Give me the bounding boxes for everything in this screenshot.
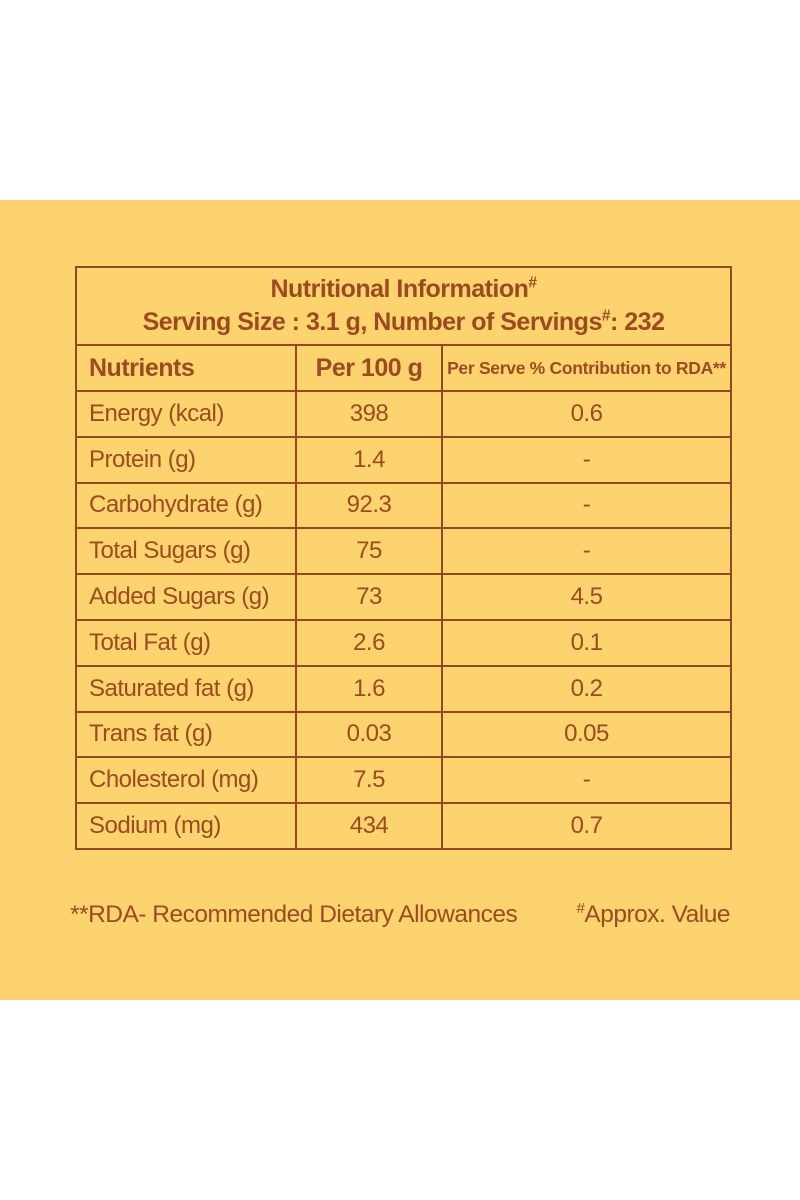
nutrient-label: Sodium (mg) [75, 802, 297, 850]
per100-value: 7.5 [295, 756, 443, 805]
table-row: Total Fat (g) 2.6 0.1 [75, 618, 733, 667]
rda-value: 0.1 [440, 618, 733, 667]
rda-value: - [440, 435, 733, 484]
rda-value: - [440, 756, 733, 805]
col-header-nutrients: Nutrients [75, 344, 297, 392]
per100-value: 2.6 [295, 618, 443, 667]
nutrient-label: Carbohydrate (g) [75, 481, 297, 530]
label-panel: Nutritional Information# Serving Size : … [0, 200, 800, 1000]
column-header-row: Nutrients Per 100 g Per Serve % Contribu… [75, 344, 733, 392]
table-row: Trans fat (g) 0.03 0.05 [75, 710, 733, 759]
per100-value: 434 [295, 802, 443, 850]
serving-text: Serving Size : 3.1 g, Number of Servings [142, 308, 603, 336]
col-header-per100g: Per 100 g [295, 344, 443, 392]
table-row: Sodium (mg) 434 0.7 [75, 802, 733, 850]
per100-value: 92.3 [295, 481, 443, 530]
title-line: Nutritional Information# [77, 273, 730, 306]
nutrient-label: Added Sugars (g) [75, 573, 297, 621]
col-header-rda: Per Serve % Contribution to RDA** [440, 344, 733, 392]
nutrient-label: Total Sugars (g) [75, 527, 297, 576]
title-text: Nutritional Information [270, 275, 529, 303]
per100-value: 1.6 [295, 664, 443, 713]
nutrition-table: Nutritional Information# Serving Size : … [74, 266, 733, 850]
approx-text: Approx. Value [584, 901, 730, 928]
rda-footnote: **RDA- Recommended Dietary Allowances [70, 901, 518, 928]
per100-value: 73 [295, 573, 443, 621]
table-row: Added Sugars (g) 73 4.5 [75, 573, 733, 621]
title-sup: # [528, 274, 537, 292]
nutrient-label: Total Fat (g) [75, 618, 297, 667]
nutrient-label: Saturated fat (g) [75, 664, 297, 713]
table-row: Total Sugars (g) 75 - [75, 527, 733, 576]
serving-line: Serving Size : 3.1 g, Number of Servings… [77, 306, 730, 339]
per100-value: 1.4 [295, 435, 443, 484]
table-row: Energy (kcal) 398 0.6 [75, 390, 733, 438]
rda-value: - [440, 481, 733, 530]
nutrient-label: Trans fat (g) [75, 710, 297, 759]
serving-sup: # [601, 307, 611, 325]
rda-value: 0.6 [440, 390, 733, 438]
table-title-cell: Nutritional Information# Serving Size : … [74, 266, 733, 346]
table-body: Energy (kcal) 398 0.6 Protein (g) 1.4 - … [75, 390, 733, 850]
table-row: Carbohydrate (g) 92.3 - [75, 481, 733, 530]
footnotes: **RDA- Recommended Dietary Allowances #A… [70, 898, 730, 932]
per100-value: 75 [295, 527, 443, 576]
rda-value: 0.2 [440, 664, 733, 713]
nutrient-label: Cholesterol (mg) [75, 756, 297, 805]
table-row: Saturated fat (g) 1.6 0.2 [75, 664, 733, 713]
per100-value: 398 [295, 390, 443, 438]
rda-value: 0.7 [440, 802, 733, 850]
nutrient-label: Protein (g) [75, 435, 297, 484]
rda-value: 4.5 [440, 573, 733, 621]
rda-value: 0.05 [440, 710, 733, 759]
serving-count: : 232 [609, 308, 665, 336]
table-row: Protein (g) 1.4 - [75, 435, 733, 484]
table-row: Cholesterol (mg) 7.5 - [75, 756, 733, 805]
approx-footnote: #Approx. Value [576, 898, 730, 932]
rda-value: - [440, 527, 733, 576]
approx-sup: # [576, 899, 585, 917]
per100-value: 0.03 [295, 710, 443, 759]
nutrient-label: Energy (kcal) [75, 390, 297, 438]
